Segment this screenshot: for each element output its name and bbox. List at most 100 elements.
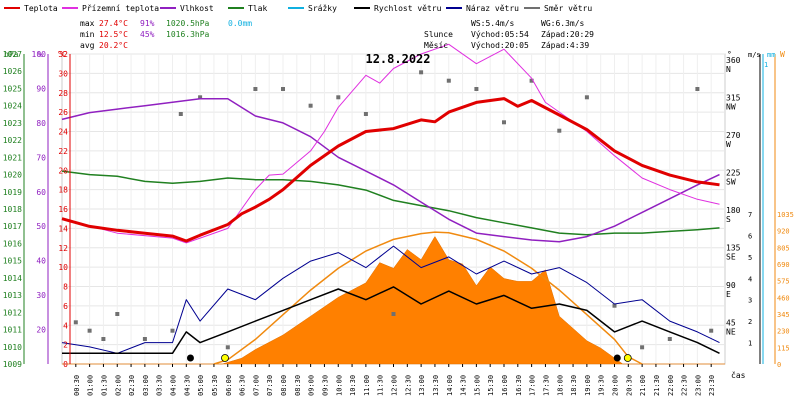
axis-temp-tick: 6 — [63, 302, 68, 311]
axis-hpa-tick: 1025 — [3, 84, 22, 93]
x-tick-label: 01:30 — [100, 375, 108, 396]
axis-w-tick: 0 — [777, 361, 781, 369]
axis-pct-tick: 60 — [36, 188, 46, 197]
moon-rise: Východ:20:05 — [471, 41, 529, 50]
axis-dir-tick: 360 — [726, 56, 741, 65]
legend-label: Teplota — [24, 4, 58, 13]
x-tick-label: 06:30 — [239, 375, 247, 396]
series-wind-gust — [61, 245, 720, 354]
wind-direction-point — [612, 303, 617, 308]
axis-pct-tick: 20 — [36, 326, 46, 335]
axis-w-tick: 115 — [777, 344, 790, 352]
axis-temp-tick: 22 — [58, 147, 68, 156]
sun-rise: Východ:05:54 — [471, 30, 529, 39]
axis-w-tick: 920 — [777, 228, 790, 236]
axis-mm-tick: 1 — [764, 61, 768, 69]
legend-label: Tlak — [248, 4, 267, 13]
x-tick-label: 10:30 — [349, 375, 357, 396]
series-temperature — [61, 97, 720, 243]
x-tick-label: 11:00 — [363, 375, 371, 396]
axis-mm-unit: mm — [767, 51, 775, 59]
series-wind-speed — [62, 286, 720, 355]
axis-temp-tick: 2 — [63, 341, 68, 350]
axis-ms-tick: 6 — [748, 232, 752, 240]
axis-hpa-tick: 1015 — [3, 257, 22, 266]
wind-direction-point — [225, 345, 230, 350]
series-humidity — [61, 98, 720, 243]
wind-direction-point — [446, 78, 451, 83]
series-layer — [61, 43, 725, 365]
axis-dir-label: N — [726, 65, 731, 74]
x-tick-label: 08:00 — [280, 375, 288, 396]
summary-min-hum: 45% — [140, 30, 155, 39]
x-tick-label: 16:00 — [501, 375, 509, 396]
x-tick-label: 08:30 — [294, 375, 302, 396]
x-tick-label: 14:30 — [460, 375, 468, 396]
axis-hpa-tick: 1012 — [3, 308, 22, 317]
axis-hpa-tick: 1020 — [3, 171, 22, 180]
axis-dir-label: S — [726, 215, 731, 224]
axes: hPa% °C1009101010111012101310141015101610… — [3, 50, 794, 396]
axis-temp-tick: 20 — [58, 166, 68, 175]
axis-ms-tick: 3 — [748, 297, 752, 305]
x-tick-label: 09:30 — [321, 375, 329, 396]
x-tick-label: 19:00 — [584, 375, 592, 396]
moonrise-marker-icon — [613, 354, 621, 362]
wind-direction-point — [474, 87, 479, 91]
axis-dir-label: E — [726, 290, 731, 299]
wind-direction-point — [640, 345, 645, 350]
x-tick-label: 10:00 — [335, 375, 343, 396]
series-theoretical-radiation — [213, 231, 643, 365]
axis-hpa-tick: 1017 — [3, 222, 22, 231]
axis-w-tick: 1035 — [777, 211, 794, 219]
summary-max-temp: 27.4°C — [99, 19, 128, 28]
axis-temp-tick: 26 — [58, 108, 68, 117]
axis-w-tick: 460 — [777, 294, 790, 302]
axis-pct-unit: % — [38, 50, 43, 59]
axis-pct-tick: 80 — [36, 119, 46, 128]
wind-direction-point — [101, 337, 106, 341]
summary-avg-label: avg — [80, 41, 95, 50]
axis-temp-tick: 12 — [58, 244, 68, 253]
wind-direction-point — [695, 87, 700, 91]
x-tick-label: 07:30 — [266, 375, 274, 396]
x-tick-label: 02:30 — [128, 375, 136, 396]
axis-w-tick: 575 — [777, 278, 790, 286]
axis-dir-label: SW — [726, 178, 736, 187]
wind-direction-point — [391, 312, 396, 316]
sunset-marker-icon — [623, 354, 632, 362]
axis-pct-tick: 70 — [36, 153, 46, 162]
axis-ms-tick: 1 — [748, 340, 752, 348]
x-tick-label: 11:30 — [377, 375, 385, 396]
sunrise-marker-icon — [221, 354, 229, 362]
axis-temp-tick: 4 — [63, 321, 68, 330]
wind-gust-info: WG:6.3m/s — [541, 19, 585, 28]
summary-avg-temp: 20.2°C — [99, 41, 128, 50]
axis-temp-tick: 32 — [58, 50, 68, 59]
axis-hpa-tick: 1011 — [3, 326, 22, 335]
sun-set: Západ:20:29 — [541, 30, 594, 39]
x-tick-label: 13:00 — [418, 375, 426, 396]
wind-direction-point — [502, 120, 506, 125]
summary-min-press: 1016.3hPa — [166, 30, 210, 39]
axis-ms-tick: 4 — [748, 275, 752, 283]
wind-direction-point — [557, 128, 562, 133]
x-tick-label: 23:30 — [708, 375, 716, 396]
axis-temp-tick: 10 — [58, 263, 68, 272]
x-tick-label: 01:00 — [87, 375, 95, 396]
x-tick-label: 03:30 — [156, 375, 164, 396]
x-tick-label: 13:30 — [432, 375, 440, 396]
x-tick-label: 03:00 — [142, 375, 150, 396]
x-tick-label: 22:30 — [681, 375, 689, 396]
axis-w-unit: W — [780, 50, 785, 59]
axis-dir-label: NW — [726, 103, 736, 112]
x-tick-label: 17:30 — [542, 375, 550, 396]
axis-ms-tick: 7 — [748, 211, 752, 219]
axis-hpa-tick: 1023 — [3, 119, 22, 128]
summary-min-label: min — [80, 30, 95, 39]
wind-direction-point — [178, 112, 183, 116]
x-tick-label: 20:00 — [612, 375, 620, 396]
legend-label: Směr větru — [544, 4, 592, 13]
summary-max-press: 1020.5hPa — [166, 19, 210, 28]
